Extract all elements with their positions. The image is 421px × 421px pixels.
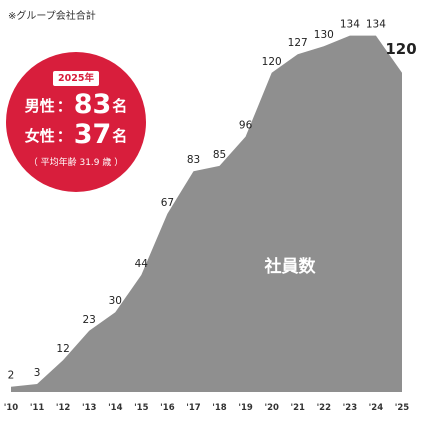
x-tick-label: '10	[4, 403, 19, 413]
x-tick-label: '12	[56, 403, 71, 413]
value-label: 96	[239, 120, 253, 132]
x-axis-tick-labels: '10 '11 '12 '13 '14 '15 '16 '17 '18 '19 '20 '21 '22 '…	[4, 403, 410, 413]
x-tick-label: '19	[238, 403, 253, 413]
group-total-note: ※グループ会社合計	[8, 11, 96, 22]
male-label: 男性	[24, 97, 55, 115]
x-tick-label: '22	[317, 403, 332, 413]
value-label: 83	[187, 154, 200, 166]
female-colon: ：	[56, 127, 72, 145]
average-age: （ 平均年齢 31.9 歳 ）	[28, 158, 124, 168]
value-label: 23	[83, 314, 96, 326]
female-count: 女性 ：37名	[6, 120, 146, 150]
x-tick-label: '20	[264, 403, 279, 413]
value-label: 85	[213, 149, 226, 161]
x-tick-label: '23	[343, 403, 358, 413]
x-tick-label: '17	[186, 403, 201, 413]
male-unit: 名	[112, 97, 128, 115]
x-tick-label: '16	[160, 403, 175, 413]
employee-count-area	[11, 35, 402, 392]
value-label: 3	[34, 367, 41, 379]
value-label: 120	[385, 40, 416, 58]
badge-year: 2025年	[53, 71, 99, 86]
value-label: 134	[340, 19, 360, 31]
x-tick-label: '21	[290, 403, 305, 413]
value-label: 2	[8, 370, 15, 382]
female-unit: 名	[112, 127, 128, 145]
male-colon: ：	[56, 97, 72, 115]
x-tick-label: '13	[82, 403, 97, 413]
value-label: 134	[366, 19, 386, 31]
x-tick-label: '25	[395, 403, 410, 413]
value-label: 120	[262, 56, 282, 68]
female-label: 女性	[24, 127, 55, 145]
x-tick-label: '18	[212, 403, 227, 413]
x-tick-label: '11	[30, 403, 45, 413]
value-label: 130	[314, 29, 334, 41]
male-value: 83	[73, 89, 112, 120]
series-label: 社員数	[264, 256, 317, 277]
x-tick-label: '14	[108, 403, 123, 413]
value-label: 127	[288, 37, 308, 49]
value-label: 44	[135, 258, 149, 270]
female-value: 37	[73, 119, 112, 150]
value-label: 30	[109, 295, 122, 307]
headcount-badge: 2025年 男性 ：83名 女性 ：37名 （ 平均年齢 31.9 歳 ）	[6, 52, 146, 192]
x-tick-label: '15	[134, 403, 149, 413]
value-label: 12	[56, 343, 69, 355]
value-label: 67	[161, 197, 174, 209]
male-count: 男性 ：83名	[6, 90, 146, 120]
x-tick-label: '24	[369, 403, 384, 413]
